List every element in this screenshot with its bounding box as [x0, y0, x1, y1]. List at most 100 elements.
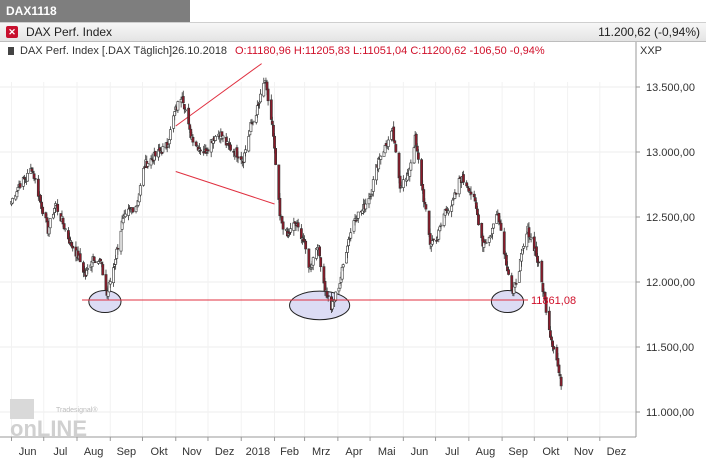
candle-body	[540, 260, 544, 283]
candle-body	[393, 140, 397, 144]
candle-body	[221, 135, 225, 139]
candle-body	[507, 269, 510, 275]
x-tick-label: Jul	[53, 446, 67, 458]
candle-body	[269, 99, 273, 120]
candle-body	[11, 198, 14, 204]
candle-body	[454, 193, 458, 195]
y-axis-ticks: 11.000,00 11.500,00 12.000,00 12.500,00 13.0…	[636, 82, 695, 419]
candle-body	[262, 82, 266, 97]
candle-body	[278, 198, 282, 217]
candle-body	[552, 346, 556, 350]
instrument-header: ✕ DAX Perf. Index 11.200,62 (-0,94%)	[0, 22, 706, 42]
x-tick-label: Mrz	[312, 446, 330, 458]
candle-body	[309, 268, 313, 270]
candle-body	[206, 149, 210, 152]
x-tick-label: Sep	[508, 446, 528, 458]
candle-body	[123, 213, 127, 217]
candle-body	[249, 122, 253, 132]
candle-body	[62, 223, 66, 230]
x-tick-label: 2018	[246, 446, 270, 458]
candle-body	[517, 271, 521, 283]
candle-body	[99, 258, 103, 262]
candle-body	[176, 101, 180, 111]
candle-body	[63, 228, 67, 230]
index-icon: ✕	[6, 26, 18, 38]
candle-body	[131, 207, 135, 213]
candle-body	[406, 173, 410, 181]
candle-body	[424, 204, 428, 210]
candle-body	[116, 247, 120, 250]
legend-candle-icon	[8, 47, 14, 55]
candle-body	[371, 179, 375, 192]
candle-body	[138, 185, 142, 196]
chart-tab[interactable]: DAX1118	[0, 0, 190, 22]
candle-body	[119, 230, 123, 252]
x-tick-label: Jun	[19, 446, 37, 458]
candle-body	[473, 197, 477, 202]
y-tick-label: 11.000,00	[646, 407, 694, 419]
candle-body	[367, 198, 371, 205]
candle-body	[559, 376, 563, 387]
x-tick-label: Aug	[476, 446, 496, 458]
candle-body	[104, 274, 108, 291]
y-axis-unit: XXP	[640, 45, 662, 57]
candle-body	[375, 164, 378, 181]
candle-body	[266, 88, 270, 102]
candle-body	[491, 227, 494, 235]
candle-body	[184, 109, 187, 112]
candle-body	[423, 201, 427, 205]
price-chart[interactable]: Tradesignal® onLINE 11861,08 DAX Perf. I…	[0, 42, 706, 463]
support-line-group: 11861,08	[82, 295, 576, 307]
candle-body	[93, 261, 97, 263]
y-tick-label: 13.500,00	[646, 82, 695, 94]
candle-body	[439, 224, 443, 227]
candle-body	[281, 221, 285, 230]
candle-body	[386, 139, 390, 147]
candle-body	[547, 310, 551, 331]
x-tick-label: Jul	[445, 446, 459, 458]
y-tick-label: 12.000,00	[646, 277, 695, 289]
candle-body	[401, 179, 405, 188]
candle-body	[377, 157, 381, 170]
candle-body	[191, 136, 195, 143]
legend-instrument: DAX Perf. Index [.DAX Täglich]	[20, 45, 172, 57]
triangle-lower-line	[175, 171, 275, 205]
x-tick-label: Sep	[117, 446, 137, 458]
candle-body	[311, 257, 315, 266]
candle-body	[514, 283, 518, 285]
candle-body	[416, 152, 420, 160]
candle-body	[502, 231, 506, 255]
candle-body	[48, 218, 52, 229]
candle-body	[319, 257, 323, 268]
candle-body	[414, 133, 418, 146]
candle-body	[522, 245, 525, 249]
candle-body	[356, 211, 360, 219]
candle-body	[41, 206, 45, 215]
candle-body	[477, 214, 480, 226]
candle-body	[430, 240, 434, 245]
candle-body	[474, 202, 478, 209]
triangle-upper-line	[175, 63, 262, 127]
candle-body	[187, 107, 191, 125]
candle-body	[36, 178, 40, 197]
candle-body	[56, 203, 60, 212]
x-tick-label: Mai	[378, 446, 396, 458]
candle-body	[236, 156, 240, 159]
candle-body	[168, 129, 172, 140]
candle-body	[409, 162, 413, 171]
candle-body	[349, 232, 353, 239]
candle-body	[146, 163, 150, 167]
candle-body	[182, 104, 186, 110]
candle-body	[392, 126, 396, 142]
candle-body	[32, 173, 36, 179]
candle-body	[209, 139, 213, 153]
candle-body	[462, 174, 465, 183]
candle-body	[251, 120, 255, 123]
candle-body	[274, 148, 277, 165]
chart-tab-title: DAX1118	[6, 4, 57, 18]
candle-body	[326, 295, 330, 297]
candle-body	[422, 189, 426, 203]
y-tick-label: 11.500,00	[646, 342, 694, 354]
candle-body	[544, 298, 548, 313]
candle-body	[195, 145, 199, 147]
